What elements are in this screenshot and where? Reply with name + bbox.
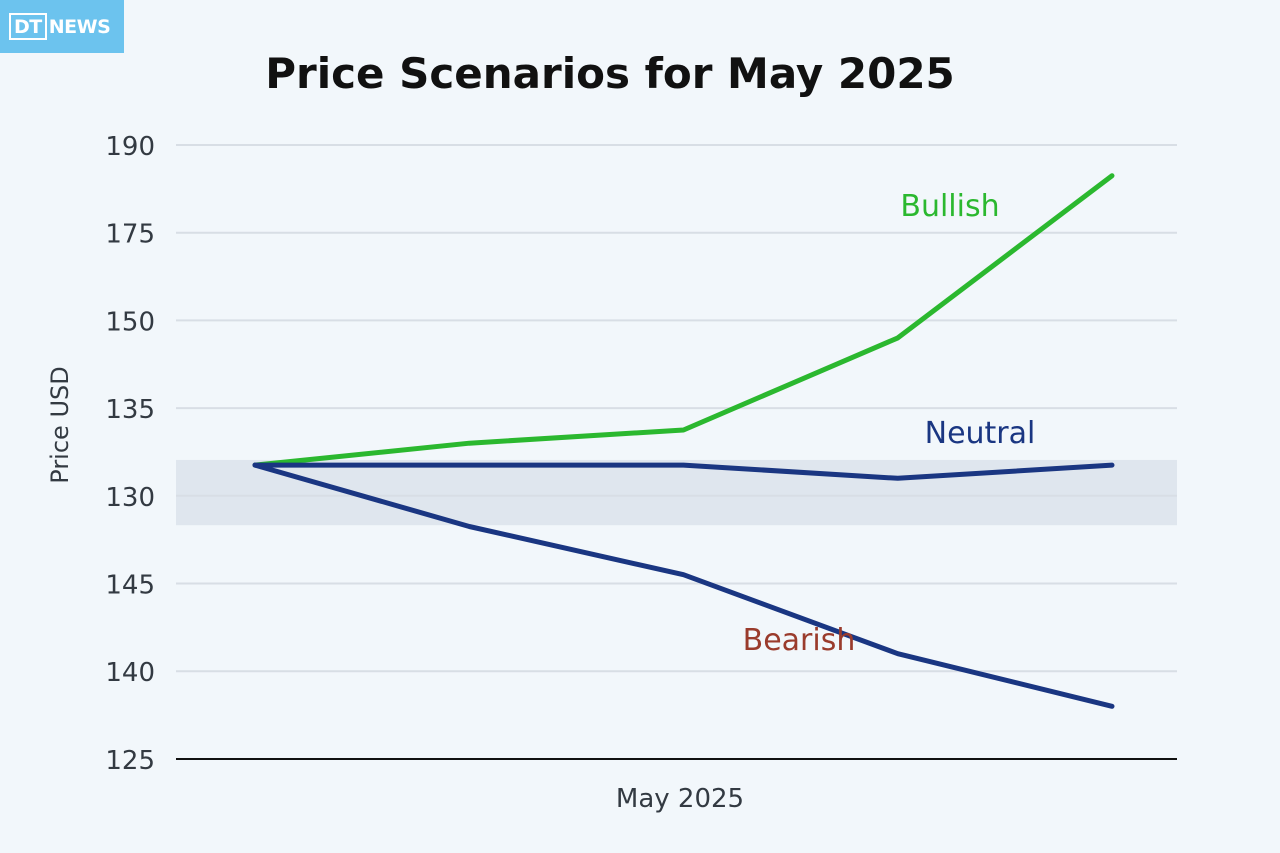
y-tick-label: 190 bbox=[105, 132, 155, 162]
y-axis-label: Price USD bbox=[46, 366, 74, 483]
grid-layer bbox=[176, 144, 1177, 673]
series-layer bbox=[252, 173, 1115, 709]
series-line-bullish bbox=[252, 173, 1115, 468]
y-tick-label: 140 bbox=[105, 658, 155, 688]
series-label-layer: Bullish Neutral Bearish bbox=[743, 189, 1036, 658]
y-tick-label: 125 bbox=[105, 746, 155, 776]
y-tick-label: 130 bbox=[105, 483, 155, 513]
y-tick-label: 135 bbox=[105, 395, 155, 425]
series-line-bearish bbox=[252, 462, 1115, 709]
dt-news-logo: DT NEWS bbox=[0, 0, 124, 53]
series-label-bearish: Bearish bbox=[743, 623, 856, 658]
series-label-neutral: Neutral bbox=[925, 416, 1036, 451]
y-tick-label: 175 bbox=[105, 220, 155, 250]
logo-text: NEWS bbox=[48, 15, 111, 38]
series-label-bullish: Bullish bbox=[900, 189, 999, 224]
y-tick-label: 150 bbox=[105, 307, 155, 337]
series-line-neutral bbox=[252, 462, 1115, 481]
y-tick-layer: 190 175 150 135 130 145 140 125 bbox=[105, 132, 155, 776]
x-axis-label: May 2025 bbox=[616, 784, 744, 814]
logo-box-text: DT bbox=[9, 13, 47, 40]
chart-title: Price Scenarios for May 2025 bbox=[265, 49, 955, 98]
y-tick-label: 145 bbox=[105, 571, 155, 601]
